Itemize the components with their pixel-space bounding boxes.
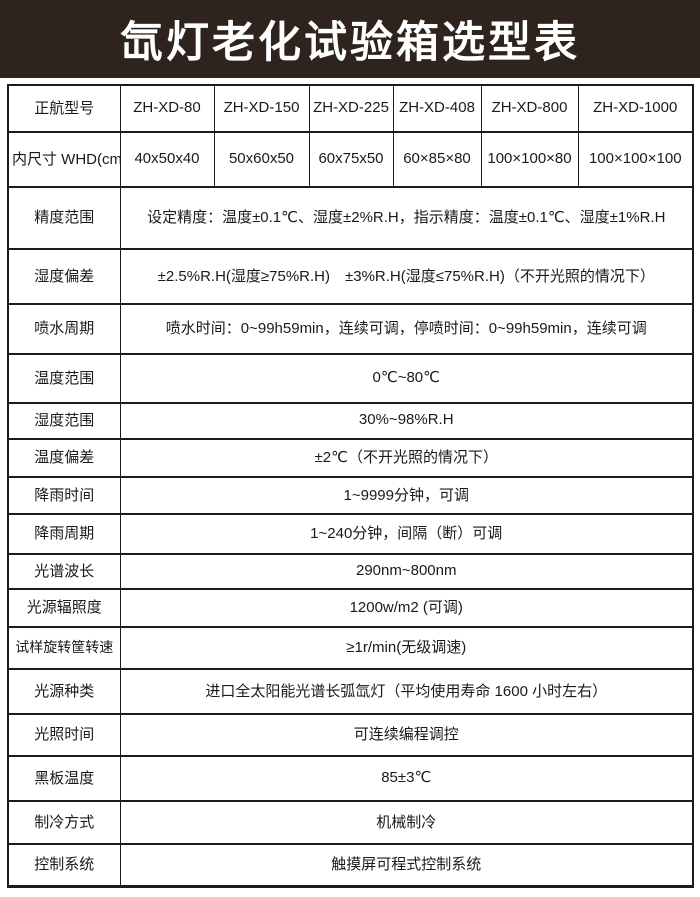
row-value: ±2.5%R.H(湿度≥75%R.H) ±3%R.H(湿度≤75%R.H)（不开… <box>119 248 694 305</box>
table-row: 湿度范围 30%~98%R.H <box>7 402 694 440</box>
row-label: 精度范围 <box>7 186 121 250</box>
size-cell: 40x50x40 <box>119 131 215 188</box>
row-label: 黑板温度 <box>7 755 121 802</box>
row-label: 降雨时间 <box>7 476 121 515</box>
table-row: 光谱波长 290nm~800nm <box>7 553 694 590</box>
table-row-model: 正航型号 ZH-XD-80 ZH-XD-150 ZH-XD-225 ZH-XD-… <box>7 84 694 133</box>
table-row: 光照时间 可连续编程调控 <box>7 713 694 757</box>
row-value: ±2℃（不开光照的情况下） <box>119 438 694 478</box>
model-cell: ZH-XD-1000 <box>577 84 694 133</box>
row-value: 0℃~80℃ <box>119 353 694 404</box>
model-cell: ZH-XD-80 <box>119 84 215 133</box>
size-cell: 100×100×100 <box>577 131 694 188</box>
row-value: 设定精度：温度±0.1℃、湿度±2%R.H，指示精度：温度±0.1℃、湿度±1%… <box>119 186 694 250</box>
row-value: 喷水时间：0~99h59min，连续可调，停喷时间：0~99h59min，连续可… <box>119 303 694 355</box>
row-value: 290nm~800nm <box>119 553 694 590</box>
row-value: 触摸屏可程式控制系统 <box>119 843 694 887</box>
row-label: 光照时间 <box>7 713 121 757</box>
row-label: 正航型号 <box>7 84 121 133</box>
size-cell: 50x60x50 <box>213 131 310 188</box>
row-value: 可连续编程调控 <box>119 713 694 757</box>
table-row: 光源种类 进口全太阳能光谱长弧氙灯（平均使用寿命 1600 小时左右） <box>7 668 694 715</box>
table-row: 试样旋转筐转速 ≥1r/min(无级调速) <box>7 626 694 670</box>
row-value: 进口全太阳能光谱长弧氙灯（平均使用寿命 1600 小时左右） <box>119 668 694 715</box>
title-bar: 氙灯老化试验箱选型表 <box>0 0 700 78</box>
row-label: 降雨周期 <box>7 513 121 555</box>
row-value: 机械制冷 <box>119 800 694 845</box>
table-row: 降雨周期 1~240分钟，间隔（断）可调 <box>7 513 694 555</box>
row-label: 温度偏差 <box>7 438 121 478</box>
row-label: 湿度偏差 <box>7 248 121 305</box>
row-label: 内尺寸 WHD(cm) <box>7 131 121 188</box>
table-row: 降雨时间 1~9999分钟，可调 <box>7 476 694 515</box>
row-label: 试样旋转筐转速 <box>7 626 121 670</box>
row-value: 1~240分钟，间隔（断）可调 <box>119 513 694 555</box>
table-row: 光源辐照度 1200w/m2 (可调) <box>7 588 694 628</box>
table-row-size: 内尺寸 WHD(cm) 40x50x40 50x60x50 60x75x50 6… <box>7 131 694 188</box>
row-value: 1200w/m2 (可调) <box>119 588 694 628</box>
row-label: 湿度范围 <box>7 402 121 440</box>
table-row: 控制系统 触摸屏可程式控制系统 <box>7 843 694 887</box>
table-row: 湿度偏差 ±2.5%R.H(湿度≥75%R.H) ±3%R.H(湿度≤75%R.… <box>7 248 694 305</box>
model-cell: ZH-XD-800 <box>480 84 579 133</box>
row-label: 温度范围 <box>7 353 121 404</box>
size-cell: 60x75x50 <box>308 131 394 188</box>
row-label: 光源辐照度 <box>7 588 121 628</box>
table-row: 温度范围 0℃~80℃ <box>7 353 694 404</box>
row-label: 喷水周期 <box>7 303 121 355</box>
row-value: 1~9999分钟，可调 <box>119 476 694 515</box>
spec-table: 正航型号 ZH-XD-80 ZH-XD-150 ZH-XD-225 ZH-XD-… <box>7 84 694 888</box>
row-value: 85±3℃ <box>119 755 694 802</box>
row-label: 制冷方式 <box>7 800 121 845</box>
table-row: 黑板温度 85±3℃ <box>7 755 694 802</box>
table-row: 喷水周期 喷水时间：0~99h59min，连续可调，停喷时间：0~99h59mi… <box>7 303 694 355</box>
row-label: 光源种类 <box>7 668 121 715</box>
row-label: 控制系统 <box>7 843 121 887</box>
size-cell: 100×100×80 <box>480 131 579 188</box>
table-row: 制冷方式 机械制冷 <box>7 800 694 845</box>
row-label: 光谱波长 <box>7 553 121 590</box>
model-cell: ZH-XD-225 <box>308 84 394 133</box>
row-value: ≥1r/min(无级调速) <box>119 626 694 670</box>
size-cell: 60×85×80 <box>392 131 482 188</box>
row-value: 30%~98%R.H <box>119 402 694 440</box>
table-row: 精度范围 设定精度：温度±0.1℃、湿度±2%R.H，指示精度：温度±0.1℃、… <box>7 186 694 250</box>
model-cell: ZH-XD-150 <box>213 84 310 133</box>
table-row: 温度偏差 ±2℃（不开光照的情况下） <box>7 438 694 478</box>
model-cell: ZH-XD-408 <box>392 84 482 133</box>
page-title: 氙灯老化试验箱选型表 <box>120 19 580 67</box>
